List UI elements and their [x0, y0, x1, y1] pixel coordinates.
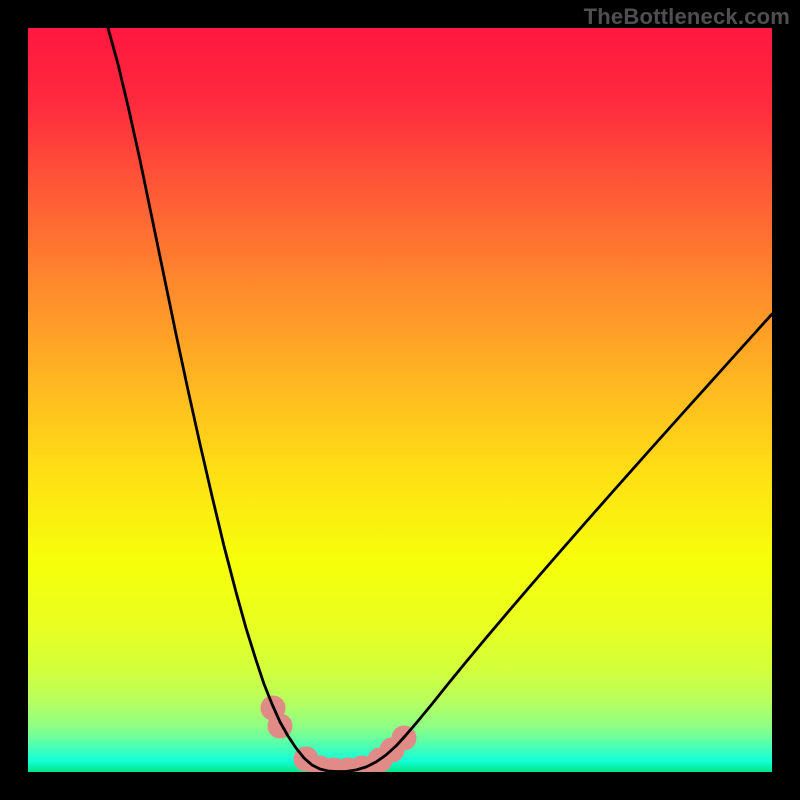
- bottleneck-curve-chart: [28, 28, 772, 772]
- watermark-text: TheBottleneck.com: [584, 4, 790, 30]
- plot-area: [28, 28, 772, 772]
- gradient-background: [28, 28, 772, 772]
- chart-frame: TheBottleneck.com: [0, 0, 800, 800]
